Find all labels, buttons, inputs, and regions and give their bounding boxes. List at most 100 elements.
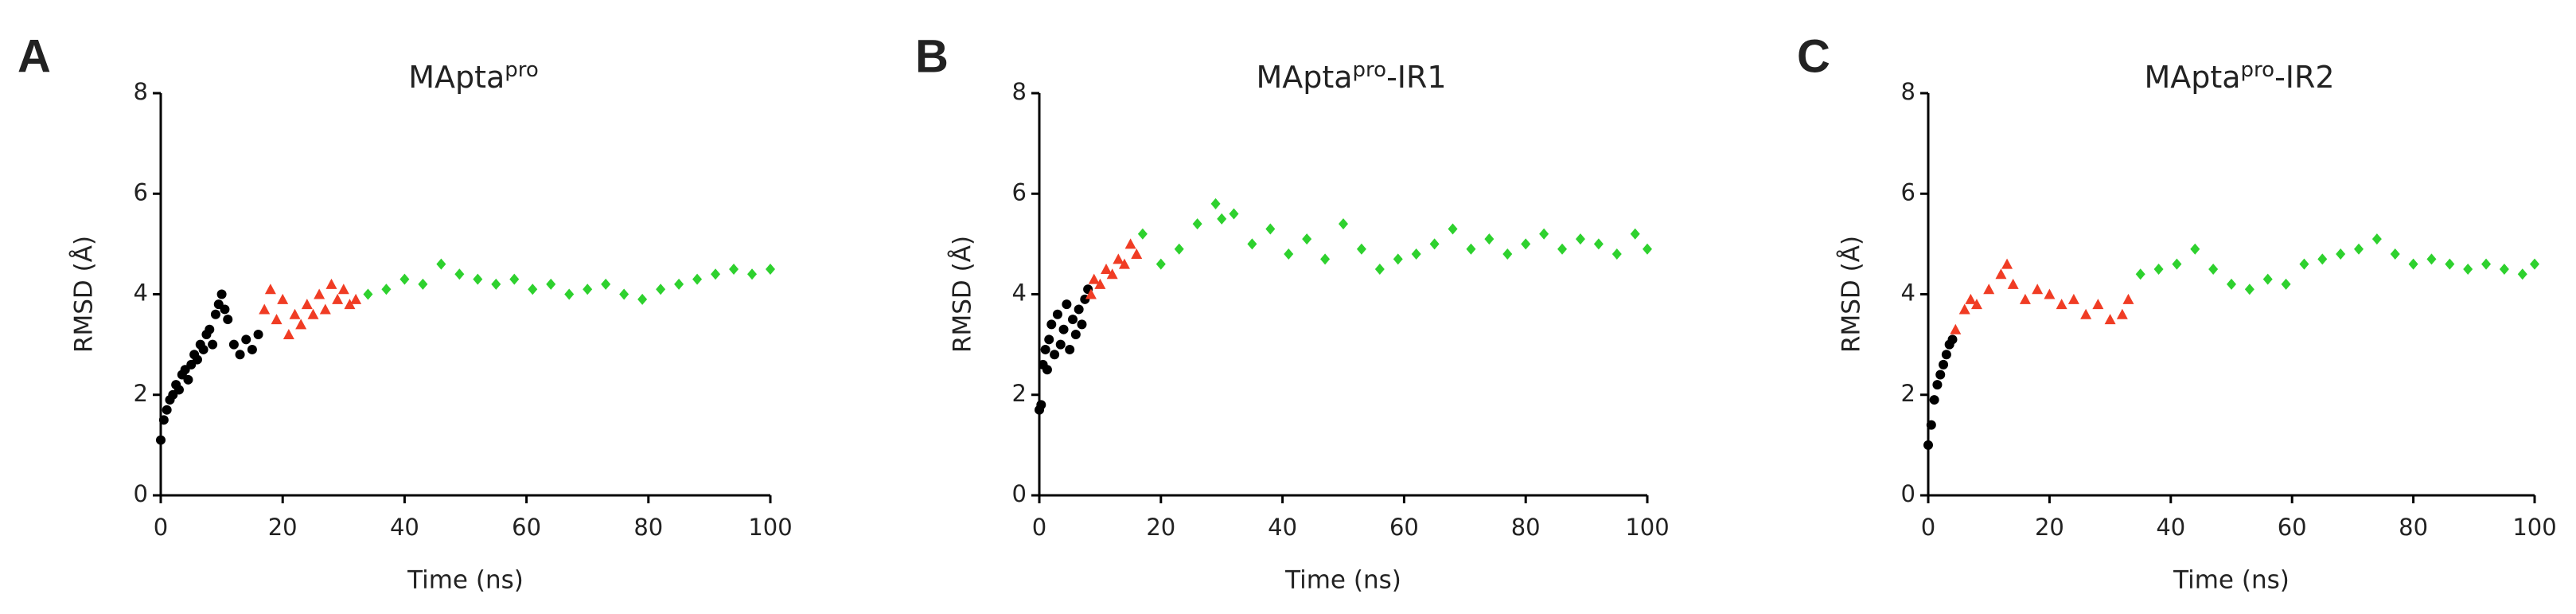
title-part: pro [2241, 58, 2275, 82]
data-point [2227, 278, 2236, 290]
x-tick-label: 100 [1625, 514, 1669, 541]
data-point [1393, 253, 1403, 265]
data-point [1958, 303, 1970, 315]
data-point [1106, 268, 1118, 280]
data-point [2408, 258, 2418, 270]
data-point [2371, 233, 2382, 245]
data-point [344, 299, 356, 310]
x-tick-label: 80 [2399, 514, 2428, 541]
data-point [1124, 238, 1136, 249]
x-tick-label: 40 [2156, 514, 2185, 541]
data-point [1217, 213, 1227, 225]
y-tick-label: 2 [134, 380, 148, 407]
data-point [2067, 293, 2079, 304]
data-point [1074, 304, 1084, 315]
data-point [1055, 339, 1066, 350]
data-point [2044, 288, 2056, 299]
data-point [2336, 248, 2346, 260]
y-tick-label: 4 [1901, 280, 1915, 307]
data-point [674, 278, 684, 290]
data-point [2056, 299, 2067, 310]
data-point [546, 278, 556, 290]
data-point [1411, 248, 1421, 260]
data-point [1052, 309, 1062, 319]
data-point [766, 263, 775, 275]
data-point [509, 273, 520, 285]
data-point [208, 339, 218, 350]
y-tick-label: 4 [134, 280, 148, 307]
data-point [259, 303, 271, 315]
data-point [1611, 248, 1622, 260]
data-point [1284, 248, 1294, 260]
data-point [277, 293, 289, 304]
data-point [1077, 319, 1087, 330]
x-tick-label: 20 [2035, 514, 2064, 541]
y-tick-label: 8 [134, 78, 148, 105]
data-point [2135, 268, 2145, 280]
data-point [2426, 253, 2437, 265]
x-tick-label: 40 [1268, 514, 1297, 541]
x-tick-label: 20 [1146, 514, 1175, 541]
data-point [332, 293, 344, 304]
data-point [1429, 238, 1440, 250]
panel-label: A [18, 30, 51, 82]
data-point [1941, 350, 1951, 360]
data-point [1050, 350, 1060, 360]
data-point [2499, 263, 2509, 275]
data-point [192, 354, 202, 365]
x-tick-label: 80 [1511, 514, 1541, 541]
data-point [2262, 273, 2273, 285]
y-tick-label: 0 [1012, 480, 1027, 507]
data-point [173, 385, 184, 395]
data-point [1131, 248, 1143, 259]
data-point [1950, 323, 1962, 334]
x-tick-label: 60 [1389, 514, 1419, 541]
data-point [1356, 243, 1366, 255]
data-point [1521, 238, 1531, 250]
data-point [2001, 258, 2013, 269]
data-point [1044, 334, 1054, 345]
data-point [1174, 243, 1184, 255]
y-axis-label: RMSD (Å) [1837, 236, 1866, 353]
data-point [1466, 243, 1476, 255]
data-point [2530, 258, 2539, 270]
data-point [220, 304, 230, 315]
data-point [216, 289, 227, 299]
data-point [363, 288, 373, 300]
x-tick-label: 40 [390, 514, 419, 541]
y-tick-label: 0 [134, 480, 148, 507]
data-point [271, 314, 283, 325]
data-point [2281, 278, 2291, 290]
data-point [1630, 228, 1640, 240]
data-point [1926, 420, 1936, 430]
data-point [619, 288, 629, 300]
data-point [325, 278, 337, 289]
y-tick-label: 6 [134, 178, 148, 205]
data-point [301, 299, 313, 310]
data-point [156, 435, 166, 445]
data-point [1320, 253, 1331, 265]
panel-label: B [915, 30, 949, 82]
data-point [1118, 258, 1130, 269]
data-point [381, 284, 392, 295]
panel-title: MAptapro-IR1 [1256, 58, 1446, 95]
data-point [241, 334, 251, 345]
data-point [2080, 308, 2092, 319]
data-point [2390, 248, 2400, 260]
data-point [1929, 395, 1939, 405]
data-point [1484, 233, 1495, 245]
data-point [247, 344, 257, 354]
data-point [1970, 299, 1982, 310]
data-point [692, 273, 703, 285]
data-point [1040, 344, 1050, 354]
data-point [1210, 197, 1221, 209]
data-point [1085, 288, 1097, 299]
data-point [283, 329, 294, 339]
data-point [183, 374, 193, 385]
data-point [2190, 243, 2200, 255]
data-point [1935, 370, 1946, 380]
data-point [2172, 258, 2182, 270]
